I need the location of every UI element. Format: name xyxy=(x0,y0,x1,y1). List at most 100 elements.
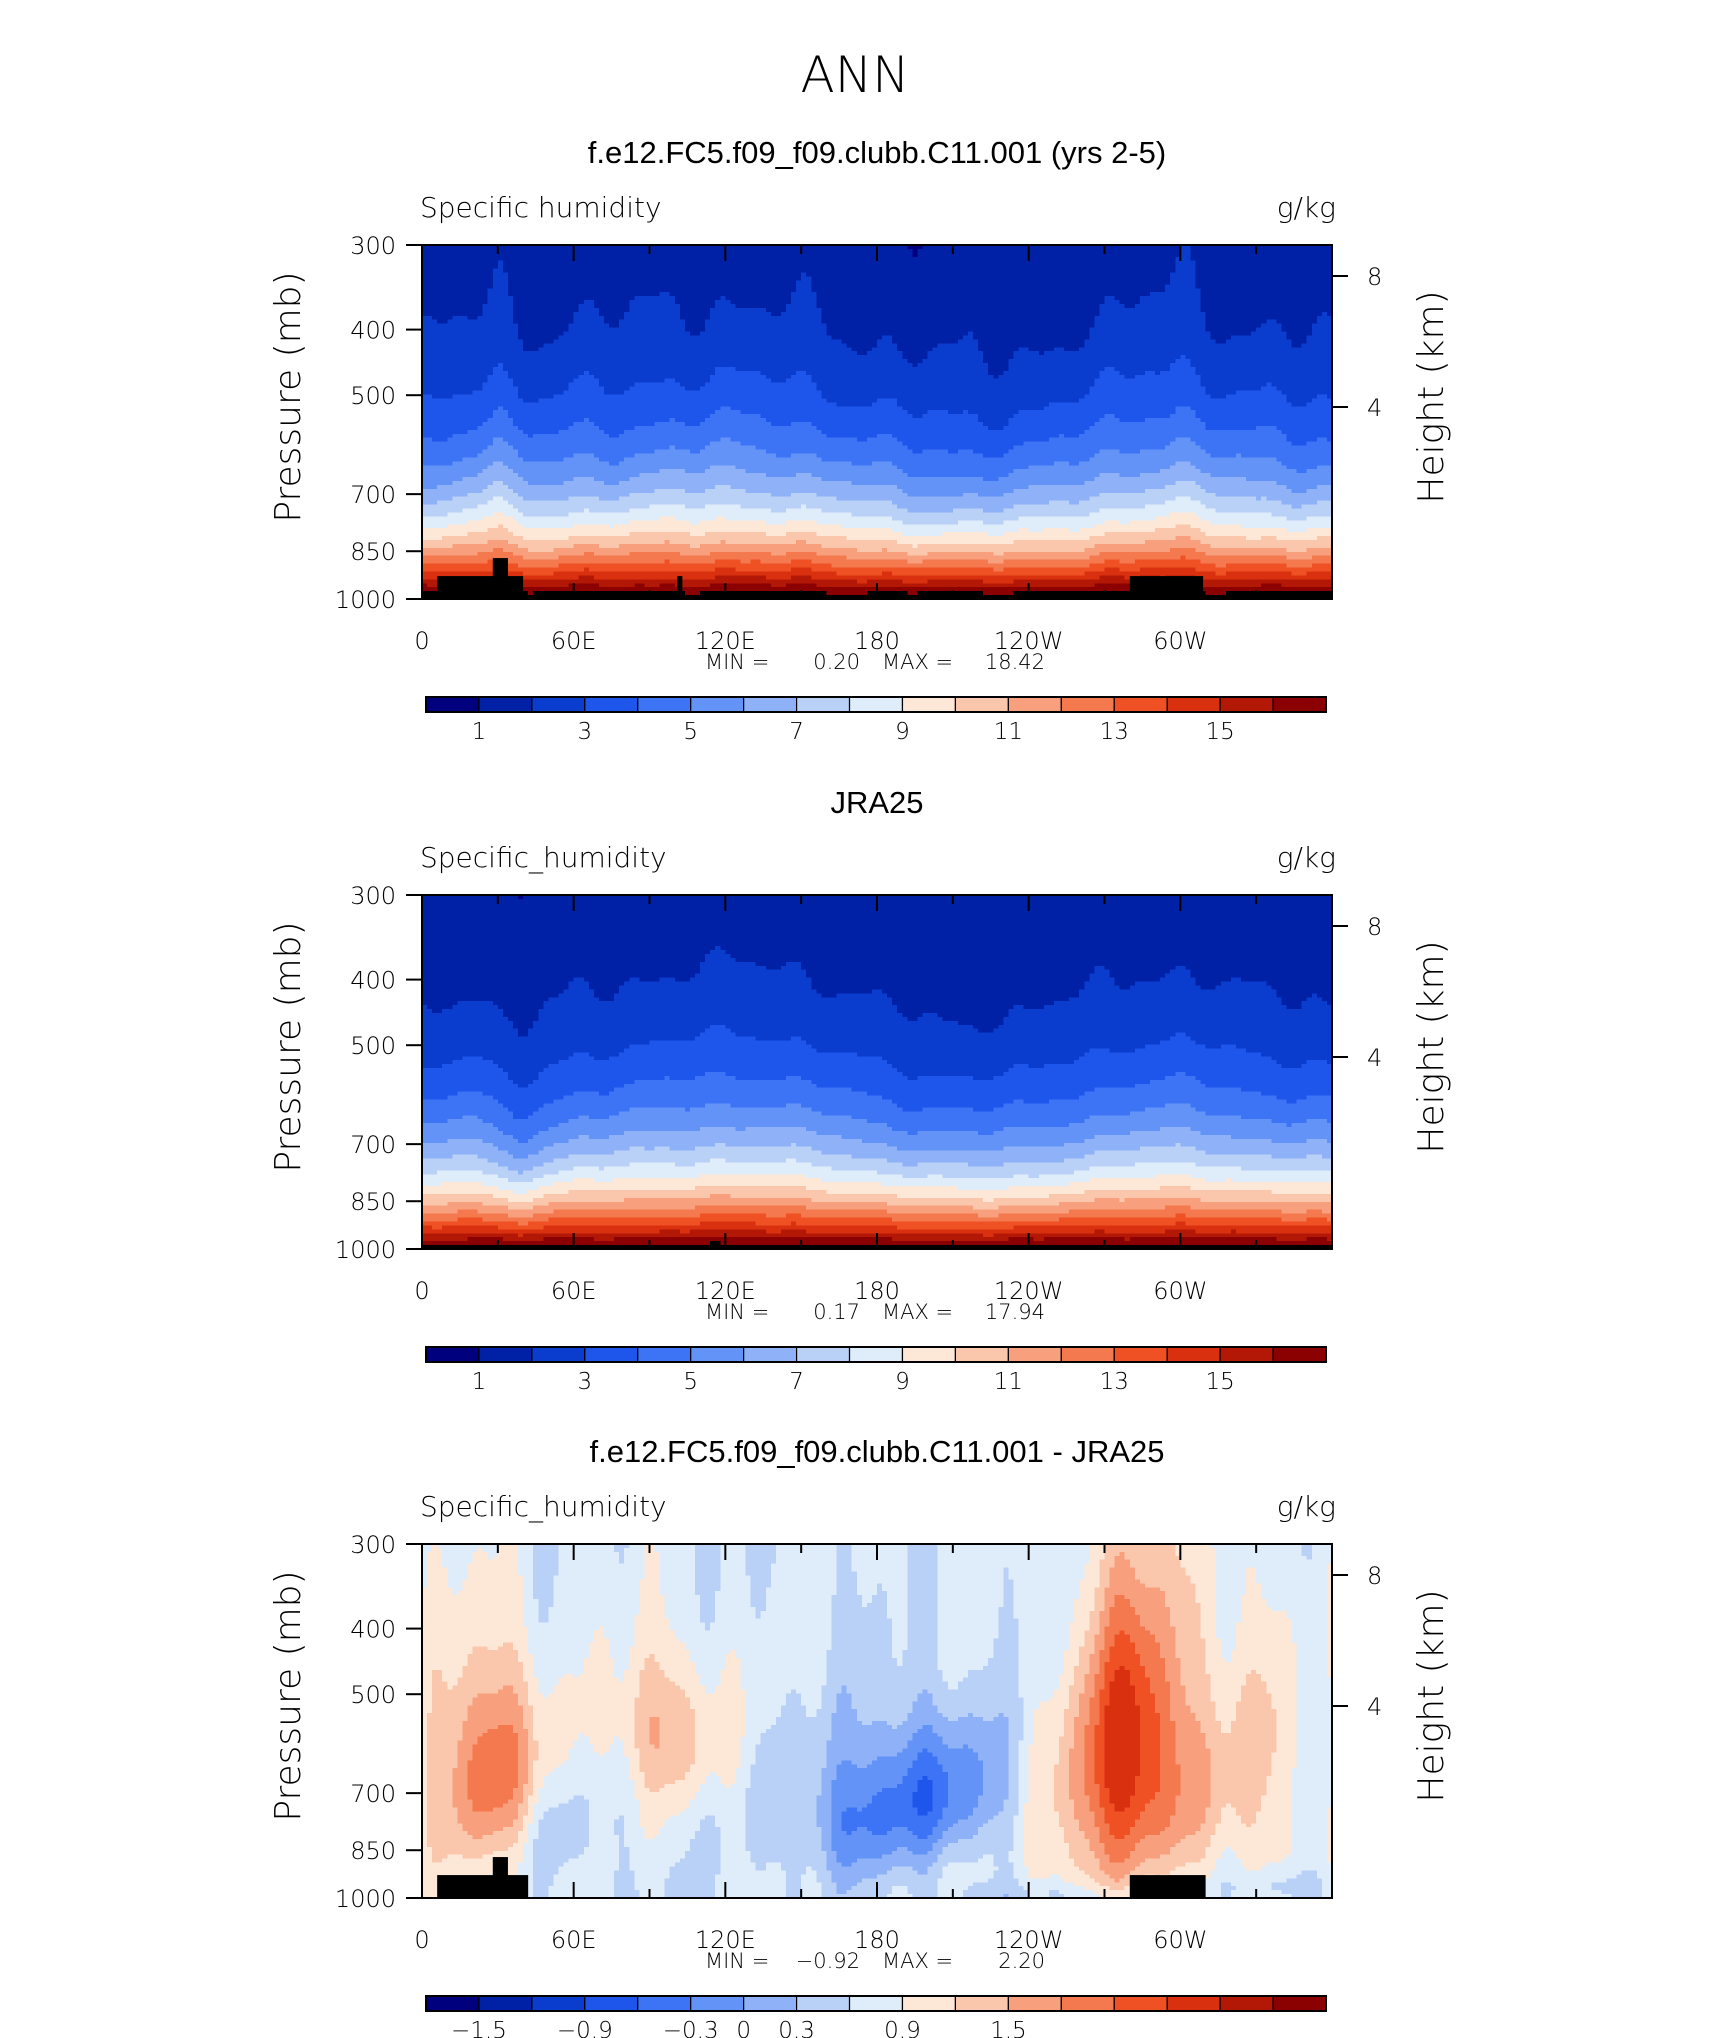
y-tick-label: 700 xyxy=(350,481,396,509)
topography-mask xyxy=(1129,576,1204,599)
colorbar-label: 5 xyxy=(683,1369,698,1395)
colorbar-swatch xyxy=(1219,696,1274,713)
x-tick-label: 120E xyxy=(695,1926,756,1954)
y2-tick-label: 8 xyxy=(1367,1562,1382,1590)
variable-label: Specific humidity xyxy=(420,191,662,224)
colorbar-swatch xyxy=(1272,1346,1327,1363)
min-label: MIN = xyxy=(705,1949,769,1973)
colorbar-swatch xyxy=(584,1995,639,2012)
y2-axis-title: Height (km) xyxy=(1411,290,1452,503)
y2-tick-label: 4 xyxy=(1367,1044,1382,1072)
colorbar-swatch xyxy=(690,1995,745,2012)
x-tick-label: 180 xyxy=(854,1926,900,1954)
y-tick-label: 1000 xyxy=(335,1236,396,1264)
y-tick-label: 850 xyxy=(350,538,396,566)
colorbar-swatch xyxy=(1007,1995,1062,2012)
colorbar-swatch xyxy=(743,696,798,713)
colorbar-swatch xyxy=(1007,1346,1062,1363)
colorbar-swatch xyxy=(1113,1346,1168,1363)
max-value: 17.94 xyxy=(985,1300,1045,1324)
colorbar-label: −0.9 xyxy=(557,2018,613,2038)
colorbar-swatch xyxy=(531,1346,586,1363)
y2-tick-label: 4 xyxy=(1367,394,1382,422)
colorbar-swatch xyxy=(954,1995,1009,2012)
y-axis-title: Pressure (mb) xyxy=(268,1570,309,1821)
contour-field xyxy=(422,245,1333,600)
colorbar-label: 5 xyxy=(683,719,698,745)
panel-title: JRA25 xyxy=(830,785,923,820)
colorbar-swatch xyxy=(637,1346,692,1363)
colorbar-swatch xyxy=(901,1995,957,2012)
colorbar-swatch xyxy=(743,1346,798,1363)
colorbar-label: 15 xyxy=(1205,719,1234,745)
colorbar-swatch xyxy=(848,1346,904,1363)
x-tick-label: 120E xyxy=(695,627,756,655)
units-label: g/kg xyxy=(1277,841,1336,874)
y-tick-label: 1000 xyxy=(335,586,396,614)
colorbar-swatch xyxy=(425,1995,480,2012)
colorbar-swatch xyxy=(690,696,745,713)
y-axis-title: Pressure (mb) xyxy=(268,271,309,522)
colorbar-frame xyxy=(425,696,1327,713)
colorbar-label: 1 xyxy=(472,1369,487,1395)
y-tick-label: 300 xyxy=(350,1531,396,1559)
colorbar-swatch xyxy=(1219,1995,1274,2012)
colorbar-swatch xyxy=(795,696,851,713)
colorbar-label: 0.9 xyxy=(884,2018,921,2038)
max-value: 18.42 xyxy=(985,650,1045,674)
colorbar: 1 3 5 7 9 11 13 15 xyxy=(425,1346,1327,1395)
contour-field xyxy=(422,895,1333,1250)
colorbar-swatch xyxy=(954,1346,1009,1363)
y-tick-label: 850 xyxy=(350,1188,396,1216)
topography-mask xyxy=(492,558,508,599)
colorbar-label: 0 xyxy=(736,2018,751,2038)
colorbar-swatch xyxy=(901,1346,957,1363)
colorbar-frame xyxy=(425,1995,1327,2012)
y-tick-label: 700 xyxy=(350,1131,396,1159)
colorbar-swatch xyxy=(637,696,692,713)
colorbar-swatch xyxy=(1060,1346,1115,1363)
min-label: MIN = xyxy=(705,650,769,674)
colorbar-swatch xyxy=(1113,696,1168,713)
colorbar-label: −1.5 xyxy=(451,2018,507,2038)
colorbar-swatch xyxy=(531,1995,586,2012)
x-tick-label: 120W xyxy=(994,1926,1064,1954)
colorbar-label: 3 xyxy=(578,719,593,745)
colorbar-swatch xyxy=(901,696,957,713)
x-tick-label: 0 xyxy=(414,627,429,655)
y-tick-label: 500 xyxy=(350,382,396,410)
y-tick-label: 500 xyxy=(350,1681,396,1709)
colorbar-label: 13 xyxy=(1100,719,1129,745)
panel-1: f.e12.FC5.f09_f09.clubb.C11.001 (yrs 2-5… xyxy=(268,135,1452,745)
y-tick-label: 1000 xyxy=(335,1885,396,1913)
x-tick-label: 60W xyxy=(1153,1926,1207,1954)
contour-field xyxy=(422,1544,1333,1899)
x-tick-label: 0 xyxy=(414,1277,429,1305)
colorbar-swatch xyxy=(795,1995,851,2012)
y-tick-label: 700 xyxy=(350,1780,396,1808)
y-tick-label: 400 xyxy=(350,1616,396,1644)
x-tick-label: 120E xyxy=(695,1277,756,1305)
colorbar: 1 3 5 7 9 11 13 15 xyxy=(425,696,1327,745)
colorbar-swatch xyxy=(1113,1995,1168,2012)
colorbar-swatch xyxy=(690,1346,745,1363)
colorbar-label: −0.3 xyxy=(663,2018,719,2038)
panel-title: f.e12.FC5.f09_f09.clubb.C11.001 - JRA25 xyxy=(590,1434,1165,1469)
y2-tick-label: 4 xyxy=(1367,1693,1382,1721)
colorbar-swatch xyxy=(478,1346,533,1363)
colorbar-label: 1.5 xyxy=(990,2018,1027,2038)
colorbar-swatch xyxy=(425,1346,480,1363)
x-tick-label: 60W xyxy=(1153,1277,1207,1305)
topography-mask xyxy=(1129,1875,1206,1898)
units-label: g/kg xyxy=(1277,191,1336,224)
colorbar-label: 0.3 xyxy=(778,2018,815,2038)
colorbar-frame xyxy=(425,1346,1327,1363)
y-tick-label: 500 xyxy=(350,1032,396,1060)
colorbar: −1.5 −0.9 −0.3 0 0.3 0.9 1.5 xyxy=(425,1995,1327,2038)
colorbar-label: 7 xyxy=(789,719,804,745)
min-value: 0.17 xyxy=(813,1300,860,1324)
colorbar-swatch xyxy=(531,696,586,713)
colorbar-swatch xyxy=(954,696,1009,713)
colorbar-label: 13 xyxy=(1100,1369,1129,1395)
